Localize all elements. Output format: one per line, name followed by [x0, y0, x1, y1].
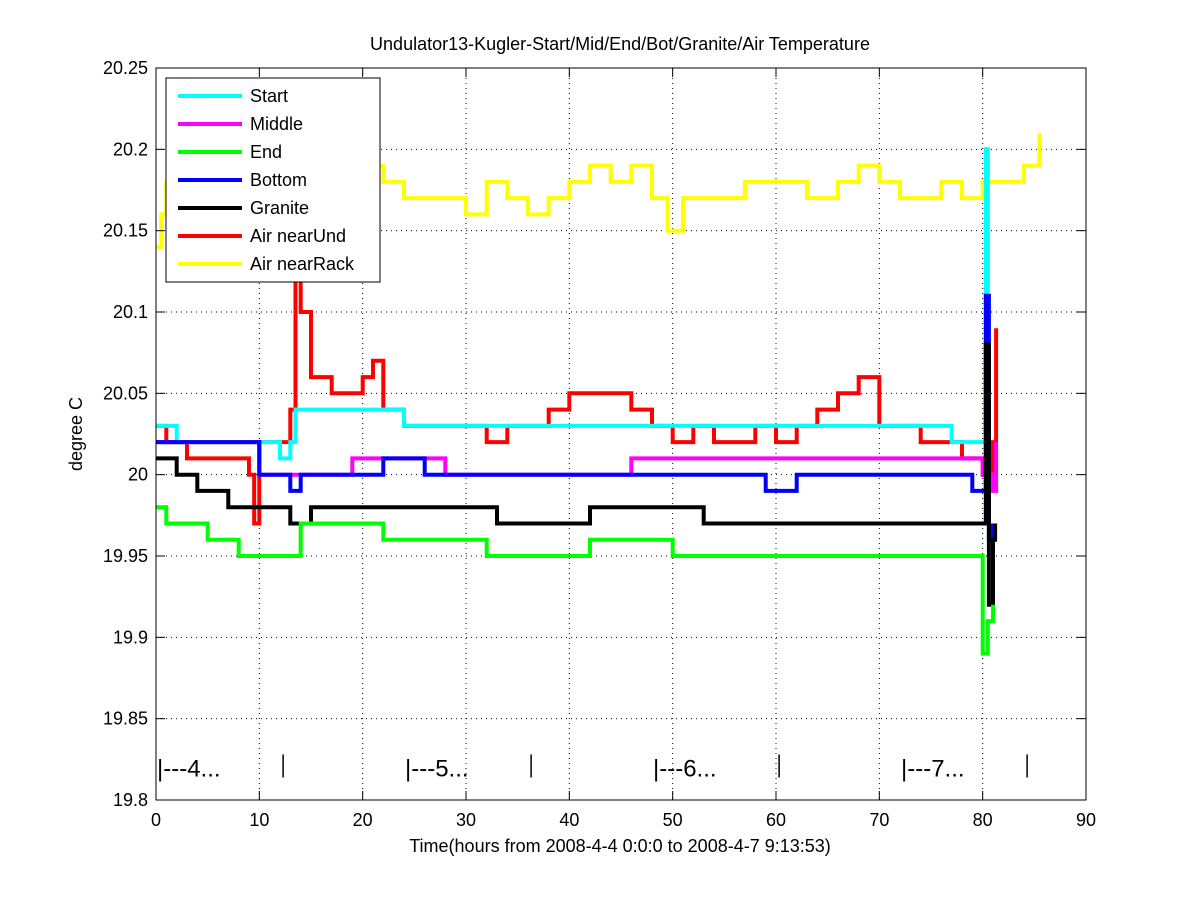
x-tick-label: 0: [151, 810, 161, 830]
y-tick-label: 20.25: [103, 58, 148, 78]
x-tick-label: 20: [353, 810, 373, 830]
x-tick-label: 10: [249, 810, 269, 830]
ticks: 0 10 20 30 40 50 60 70 80 90 19.8 19.85 19.9 19.95 20 2…: [103, 58, 1096, 830]
legend-label: End: [250, 142, 282, 162]
x-tick-label: 40: [559, 810, 579, 830]
y-axis-label: degree C: [66, 397, 86, 471]
series-layer: [156, 133, 1042, 656]
legend-label: Start: [250, 86, 288, 106]
series-line-granite: [156, 342, 998, 607]
plot-frame: [155, 67, 1087, 801]
y-tick-label: 20.05: [103, 383, 148, 403]
chart-title: Undulator13-Kugler-Start/Mid/End/Bot/Gra…: [370, 34, 870, 54]
x-tick-label: 30: [456, 810, 476, 830]
x-tick-label: 80: [973, 810, 993, 830]
y-tick-label: 20.15: [103, 221, 148, 241]
day-markers: |---4... |---5... |---6... |---7...: [157, 754, 1028, 782]
day-marker-label: |---7...: [901, 755, 965, 782]
y-tick-label: 20: [128, 465, 148, 485]
legend-label: Air nearUnd: [250, 226, 346, 246]
day-marker-label: |---4...: [157, 755, 221, 782]
legend-label: Middle: [250, 114, 303, 134]
x-tick-label: 60: [766, 810, 786, 830]
legend-label: Granite: [250, 198, 309, 218]
day-marker-label: |---6...: [653, 755, 717, 782]
y-tick-label: 19.85: [103, 709, 148, 729]
legend-label: Air nearRack: [250, 254, 355, 274]
series-line-end: [156, 505, 995, 656]
x-tick-label: 90: [1076, 810, 1096, 830]
x-tick-label: 50: [663, 810, 683, 830]
x-tick-label: 70: [869, 810, 889, 830]
y-tick-label: 19.9: [113, 627, 148, 647]
legend: Start Middle End Bottom Granite Air nearUnd Ai…: [165, 77, 381, 283]
y-tick-label: 20.2: [113, 139, 148, 159]
y-tick-label: 19.8: [113, 790, 148, 810]
y-tick-label: 20.1: [113, 302, 148, 322]
y-tick-label: 19.95: [103, 546, 148, 566]
series-line-air-nearund: [156, 277, 999, 526]
x-axis-label: Time(hours from 2008-4-4 0:0:0 to 2008-4…: [409, 836, 831, 856]
legend-label: Bottom: [250, 170, 307, 190]
day-marker-label: |---5...: [405, 755, 469, 782]
